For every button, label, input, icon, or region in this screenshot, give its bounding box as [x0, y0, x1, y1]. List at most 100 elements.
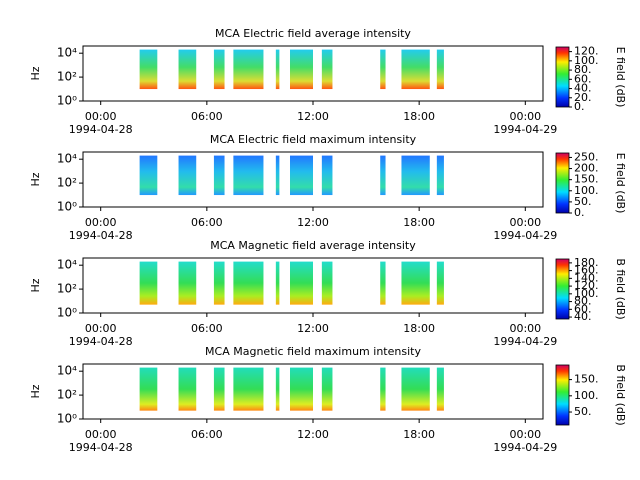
colorbar-label: E field (dB) — [614, 153, 627, 214]
spectrogram-segment — [290, 155, 313, 196]
x-tick-label: 00:00 — [509, 428, 541, 441]
x-tick-label: 06:00 — [191, 428, 223, 441]
x-tick-label: 18:00 — [403, 428, 435, 441]
colorbar-tick-label: 20. — [574, 91, 592, 104]
spectrogram-segment — [178, 49, 197, 90]
colorbar-tick-label: 0. — [574, 206, 585, 219]
spectrogram-segment — [233, 155, 264, 196]
spectrogram-segment — [139, 49, 158, 90]
spectrogram-segment — [380, 49, 386, 90]
spectrogram-segment — [139, 155, 158, 196]
y-tick-label: 10⁰ — [57, 306, 77, 320]
spectrogram-segment — [436, 49, 444, 90]
y-tick-label: 10⁴ — [57, 152, 77, 166]
colorbar-tick-label: 200. — [574, 162, 599, 175]
y-tick-label: 10⁴ — [57, 364, 77, 378]
spectrogram-segment — [290, 261, 313, 305]
spectrogram-segment — [275, 261, 280, 305]
spectrogram-segment — [380, 155, 386, 196]
colorbar-label: B field (dB) — [614, 364, 627, 425]
x-date-label: 1994-04-28 — [69, 335, 133, 348]
colorbar-tick-label: 160. — [574, 264, 599, 277]
spectrogram-segment — [178, 261, 197, 305]
x-date-label: 1994-04-28 — [69, 229, 133, 242]
spectrogram-segment — [321, 261, 333, 305]
colorbar-tick-label: 80. — [574, 63, 592, 76]
panel-title: MCA Electric field maximum intensity — [210, 133, 417, 146]
panel-title: MCA Electric field average intensity — [215, 27, 411, 40]
colorbar-tick-label: 150. — [574, 173, 599, 186]
spectrogram-segment — [139, 367, 158, 411]
spectrogram-segment — [275, 367, 280, 411]
spectrogram-segment — [436, 367, 444, 411]
spectrogram-segment — [290, 367, 313, 411]
x-tick-label: 00:00 — [509, 216, 541, 229]
spectrogram-segment — [401, 155, 430, 196]
x-tick-label: 00:00 — [85, 110, 117, 123]
spectrogram-segment — [213, 261, 225, 305]
spectrogram-segment — [233, 367, 264, 411]
spectrogram-segment — [401, 49, 430, 90]
colorbar-tick-label: 100. — [574, 389, 599, 402]
colorbar-tick-label: 180. — [574, 256, 599, 269]
colorbar-tick-label: 100. — [574, 287, 599, 300]
x-date-label: 1994-04-28 — [69, 123, 133, 136]
spectrogram-segment — [275, 49, 280, 90]
spectrogram-segment — [275, 155, 280, 196]
colorbar-tick-label: 120. — [574, 279, 599, 292]
spectrogram-segment — [213, 49, 225, 90]
colorbar-tick-label: 100. — [574, 184, 599, 197]
spectrogram-segment — [213, 155, 225, 196]
colorbar-tick-label: 80. — [574, 295, 592, 308]
x-date-label: 1994-04-29 — [493, 335, 557, 348]
colorbar — [555, 46, 570, 108]
colorbar-tick-label: 120. — [574, 45, 599, 58]
spectrogram-segment — [401, 367, 430, 411]
spectrogram-segment — [380, 261, 386, 305]
colorbar-tick-label: 60. — [574, 302, 592, 315]
colorbar-tick-label: 0. — [574, 100, 585, 113]
spectrogram-segment — [321, 49, 333, 90]
panel-title: MCA Magnetic field average intensity — [210, 239, 416, 252]
colorbar — [555, 258, 570, 320]
colorbar-tick-label: 250. — [574, 150, 599, 163]
spectrogram-segment — [321, 367, 333, 411]
x-tick-label: 12:00 — [297, 110, 329, 123]
colorbar-tick-label: 40. — [574, 82, 592, 95]
spectrogram-segment — [178, 155, 197, 196]
x-tick-label: 12:00 — [297, 322, 329, 335]
x-date-label: 1994-04-28 — [69, 441, 133, 454]
colorbar-tick-label: 50. — [574, 405, 592, 418]
spectrogram-segment — [139, 261, 158, 305]
y-tick-label: 10² — [57, 70, 77, 84]
spectrogram-segment — [290, 49, 313, 90]
colorbar-tick-label: 140. — [574, 271, 599, 284]
y-axis-label: Hz — [29, 66, 42, 80]
spectrogram-segment — [233, 261, 264, 305]
colorbar — [555, 152, 570, 214]
x-tick-label: 18:00 — [403, 216, 435, 229]
y-tick-label: 10⁰ — [57, 412, 77, 426]
y-tick-label: 10⁴ — [57, 258, 77, 272]
x-tick-label: 18:00 — [403, 110, 435, 123]
x-date-label: 1994-04-29 — [493, 229, 557, 242]
spectrogram-segment — [436, 155, 444, 196]
x-tick-label: 06:00 — [191, 110, 223, 123]
x-tick-label: 06:00 — [191, 322, 223, 335]
colorbar-tick-label: 50. — [574, 195, 592, 208]
panel-title: MCA Magnetic field maximum intensity — [205, 345, 421, 358]
spectrogram-segment — [213, 367, 225, 411]
y-tick-label: 10² — [57, 388, 77, 402]
y-tick-label: 10⁴ — [57, 46, 77, 60]
x-tick-label: 00:00 — [85, 322, 117, 335]
colorbar-label: E field (dB) — [614, 47, 627, 108]
x-date-label: 1994-04-29 — [493, 441, 557, 454]
spectrogram-segment — [380, 367, 386, 411]
x-tick-label: 12:00 — [297, 428, 329, 441]
spectrogram-segment — [178, 367, 197, 411]
spectrogram-segment — [233, 49, 264, 90]
x-tick-label: 00:00 — [509, 322, 541, 335]
y-tick-label: 10⁰ — [57, 94, 77, 108]
x-tick-label: 12:00 — [297, 216, 329, 229]
